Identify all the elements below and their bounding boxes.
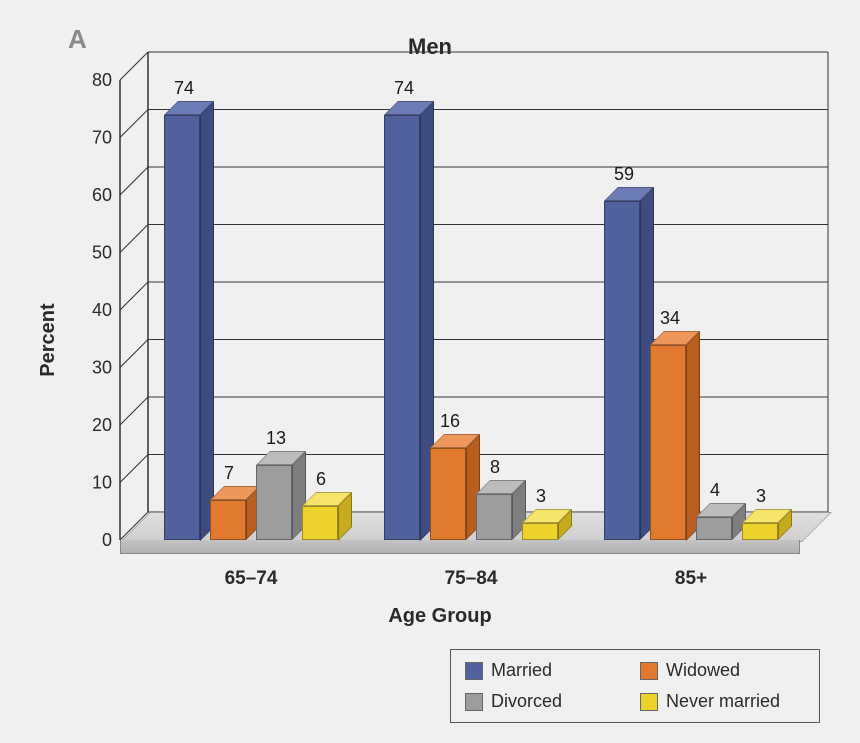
svg-text:50: 50 — [92, 243, 112, 263]
bar-65–74-married: 74 — [164, 115, 200, 541]
legend-item-never married: Never married — [640, 691, 805, 712]
bar-value-label: 7 — [224, 463, 234, 484]
bar-75–84-divorced: 8 — [476, 494, 512, 540]
floor-front — [120, 540, 800, 554]
bar-value-label: 74 — [394, 78, 414, 99]
legend-item-widowed: Widowed — [640, 660, 805, 681]
bar-65–74-never married: 6 — [302, 506, 338, 541]
legend-swatch — [465, 662, 483, 680]
svg-text:0: 0 — [102, 530, 112, 550]
bar-value-label: 16 — [440, 411, 460, 432]
legend-item-divorced: Divorced — [465, 691, 630, 712]
bar-value-label: 34 — [660, 308, 680, 329]
category-label: 85+ — [675, 568, 707, 590]
bar-85+-widowed: 34 — [650, 345, 686, 541]
legend-label: Divorced — [491, 691, 562, 712]
legend-label: Widowed — [666, 660, 740, 681]
legend-swatch — [640, 662, 658, 680]
bar-value-label: 6 — [316, 469, 326, 490]
x-axis-label: Age Group — [60, 605, 820, 628]
bar-value-label: 3 — [756, 486, 766, 507]
bar-value-label: 13 — [266, 428, 286, 449]
bar-85+-married: 59 — [604, 201, 640, 540]
svg-text:80: 80 — [92, 70, 112, 90]
plot-area: 01020304050607080 74 7 13 — [120, 80, 800, 540]
svg-text:70: 70 — [92, 128, 112, 148]
bar-value-label: 59 — [614, 164, 634, 185]
bar-85+-divorced: 4 — [696, 517, 732, 540]
y-axis-label: Percent — [37, 303, 60, 376]
svg-text:60: 60 — [92, 185, 112, 205]
chart-container: Percent 01020304050607080 74 7 — [60, 60, 820, 620]
bar-65–74-divorced: 13 — [256, 465, 292, 540]
bar-65–74-widowed: 7 — [210, 500, 246, 540]
bar-75–84-married: 74 — [384, 115, 420, 541]
legend-item-married: Married — [465, 660, 630, 681]
bar-value-label: 74 — [174, 78, 194, 99]
bar-value-label: 8 — [490, 457, 500, 478]
bar-75–84-never married: 3 — [522, 523, 558, 540]
chart-title: Men — [0, 34, 860, 60]
legend: Married Widowed Divorced Never married — [450, 649, 820, 723]
bar-85+-never married: 3 — [742, 523, 778, 540]
bars-layer: 74 7 13 6 — [120, 80, 800, 540]
svg-text:40: 40 — [92, 300, 112, 320]
category-label: 75–84 — [445, 568, 498, 590]
legend-label: Never married — [666, 691, 780, 712]
svg-text:30: 30 — [92, 358, 112, 378]
bar-value-label: 3 — [536, 486, 546, 507]
bar-75–84-widowed: 16 — [430, 448, 466, 540]
bar-value-label: 4 — [710, 480, 720, 501]
category-label: 65–74 — [225, 568, 278, 590]
legend-label: Married — [491, 660, 552, 681]
svg-text:10: 10 — [92, 473, 112, 493]
legend-swatch — [640, 693, 658, 711]
legend-swatch — [465, 693, 483, 711]
svg-text:20: 20 — [92, 415, 112, 435]
